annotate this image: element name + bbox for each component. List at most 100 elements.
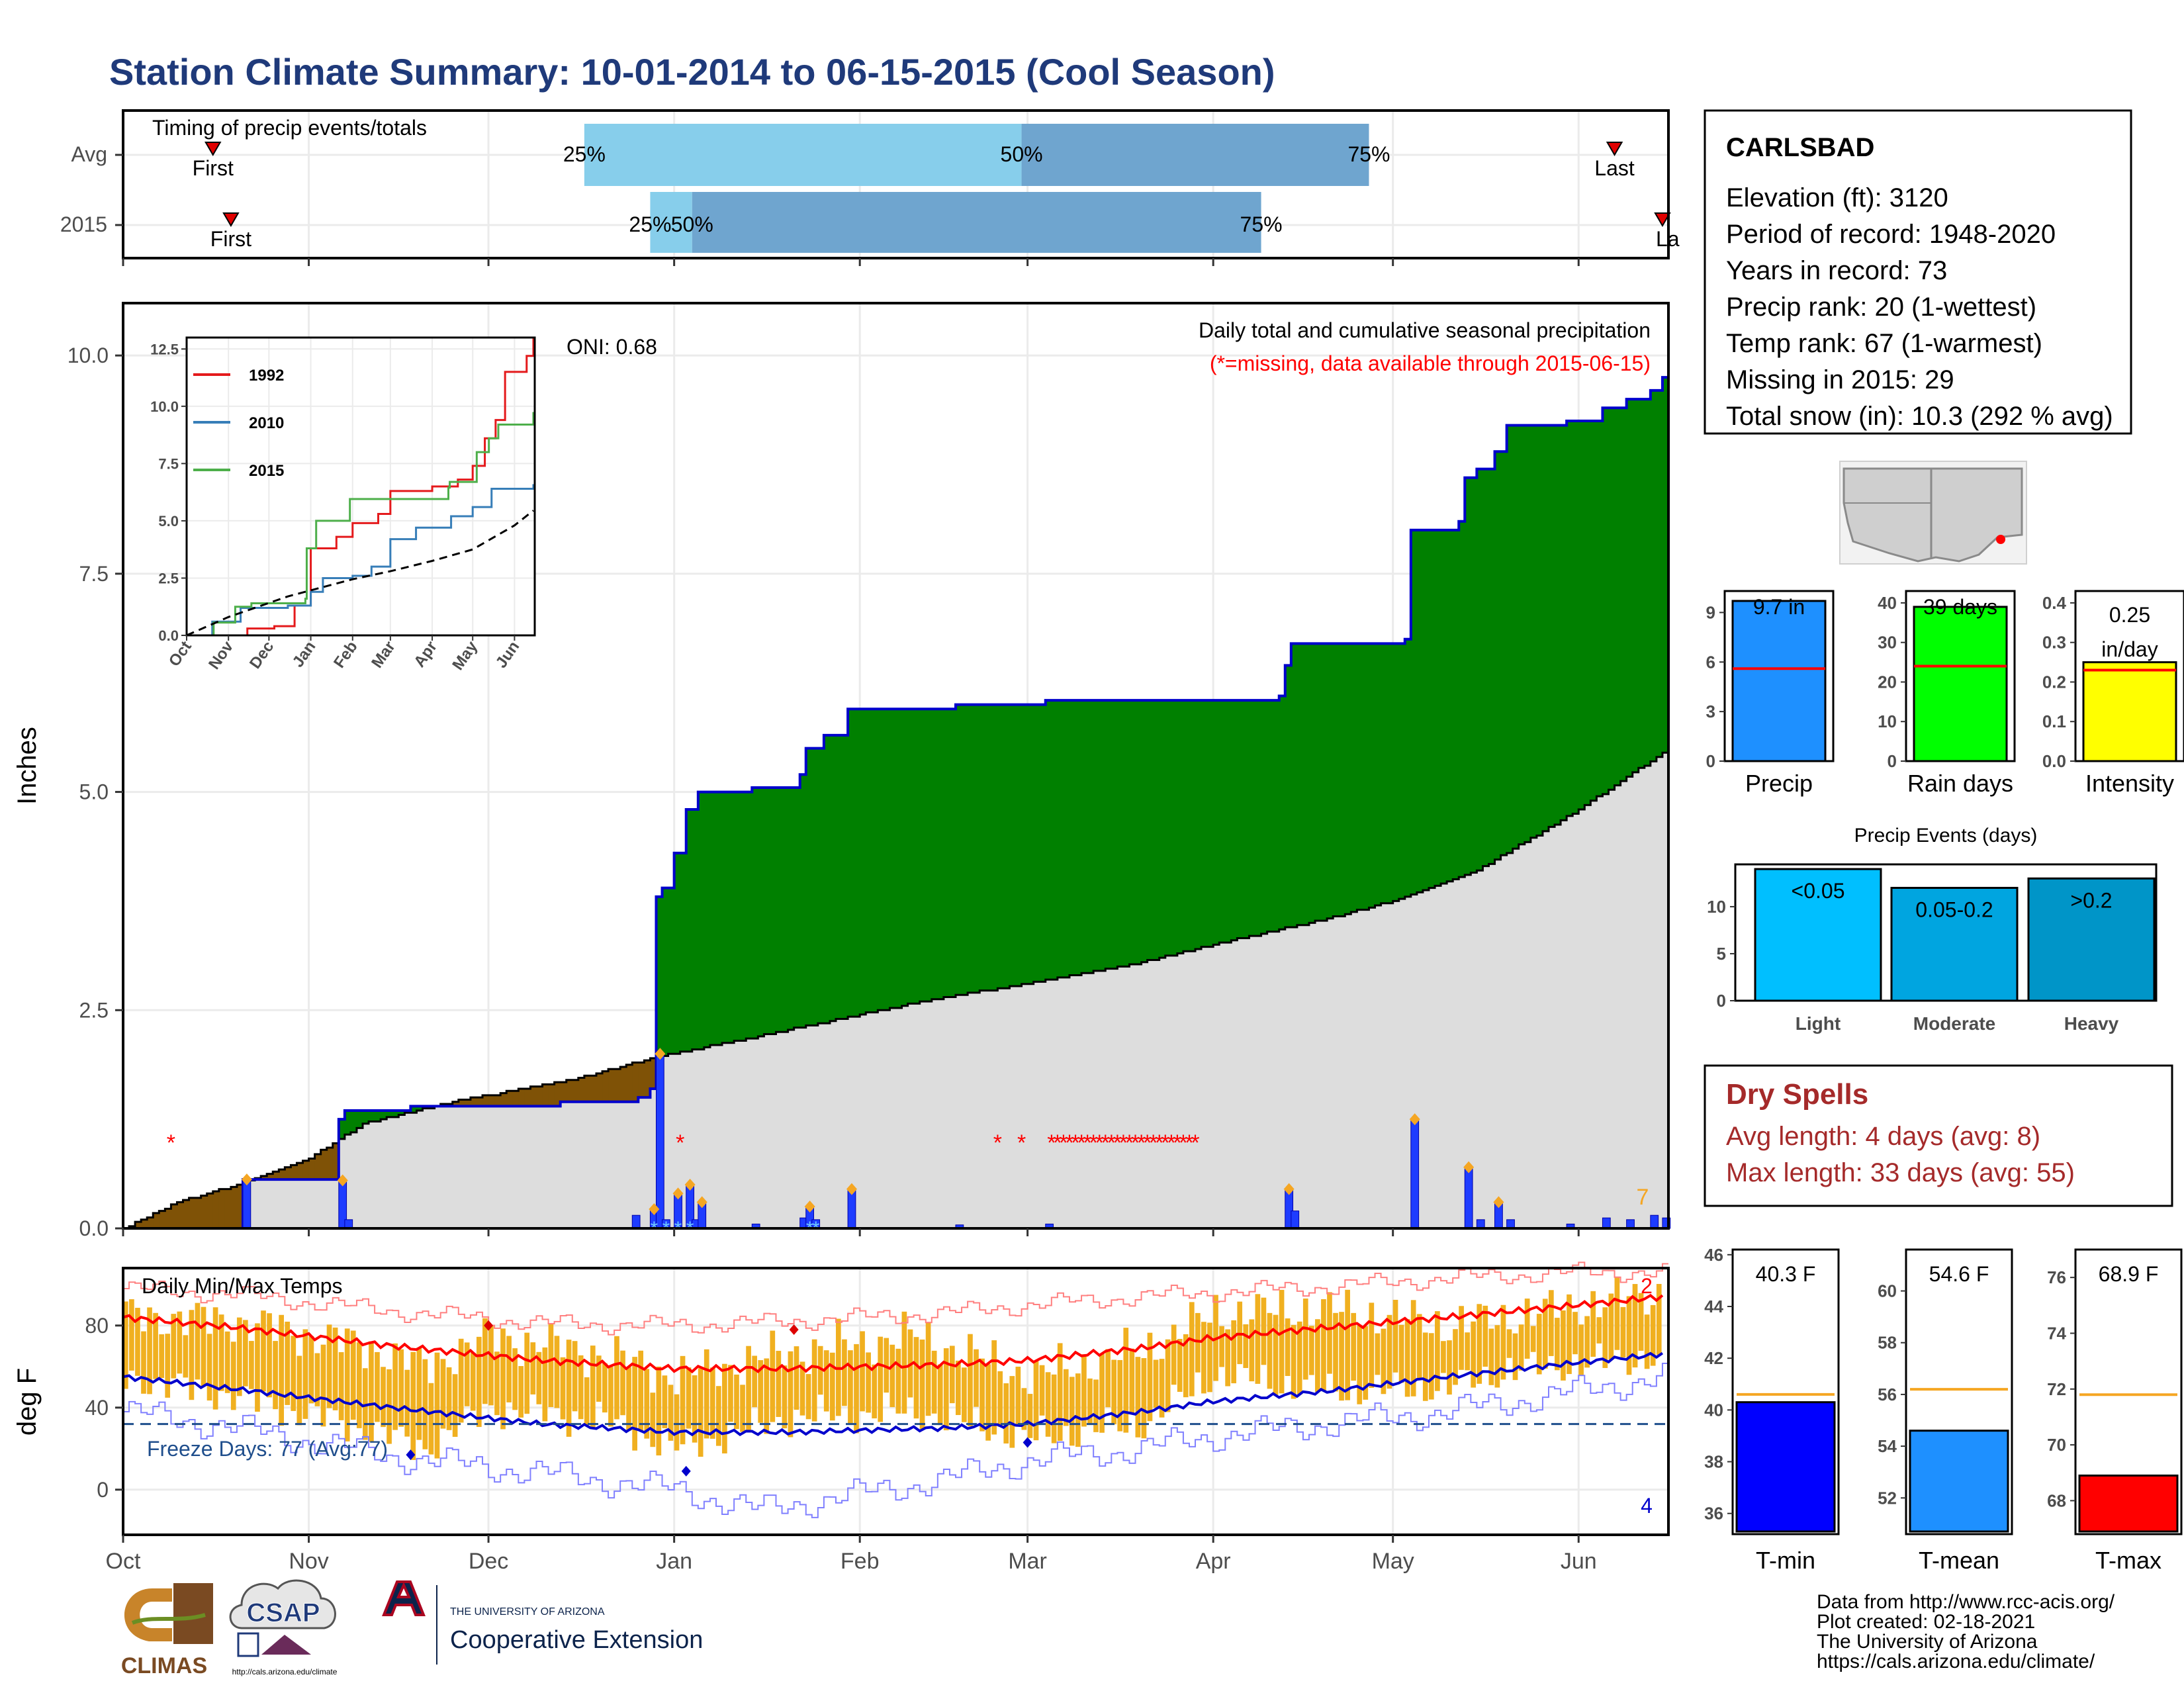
daily-temp-bar (1021, 1388, 1027, 1430)
deficit-segment (273, 1171, 279, 1180)
surplus-segment (829, 735, 837, 1021)
temp-summary-y-tick-label: 44 (1704, 1297, 1723, 1316)
summary-y-tick-label: 30 (1878, 633, 1897, 653)
summary-y-tick-label: 0.4 (2042, 593, 2067, 613)
daily-temp-bar (398, 1349, 404, 1427)
station-info-box: CARLSBAD Elevation (ft): 3120 Period of … (1704, 109, 2132, 435)
surplus-segment (956, 704, 962, 995)
deficit-segment (320, 1150, 328, 1180)
daily-temp-bar (937, 1364, 943, 1426)
surplus-segment (823, 735, 831, 1024)
missing-data-marker: * (1065, 1130, 1073, 1156)
missing-data-marker: * (1131, 1130, 1140, 1156)
daily-temp-bar (458, 1338, 464, 1423)
daily-temp-bar (1381, 1328, 1387, 1394)
temp-summary-y-tick-label: 54 (1878, 1436, 1897, 1456)
missing-data-marker: * (1095, 1130, 1104, 1156)
daily-temp-bar (1297, 1321, 1302, 1395)
surplus-segment (1183, 700, 1190, 952)
timing-bar-50-75 (1021, 124, 1369, 186)
daily-temp-bar (1578, 1324, 1584, 1375)
deficit-segment (614, 1069, 621, 1102)
temp-summary-y-tick-label: 46 (1704, 1245, 1723, 1265)
daily-temp-bar (1363, 1326, 1369, 1400)
surplus-segment (698, 792, 705, 1050)
csap-cloud (229, 1579, 336, 1629)
daily-temp-bar (488, 1326, 494, 1406)
surplus-segment (1638, 399, 1645, 768)
deficit-segment (542, 1084, 549, 1107)
surplus-segment (1117, 700, 1124, 967)
daily-temp-bar (291, 1336, 296, 1411)
daily-temp-bar (279, 1314, 285, 1426)
daily-temp-bar (1171, 1324, 1177, 1385)
deficit-segment (626, 1064, 633, 1102)
temp-bottom-count: 4 (1641, 1494, 1653, 1518)
daily-temp-bar (626, 1367, 631, 1431)
daily-temp-bar (590, 1346, 596, 1428)
surplus-segment (788, 787, 795, 1030)
daily-temp-bar (1398, 1324, 1404, 1383)
summary-value-label: 39 days (1923, 595, 1997, 619)
daily-temp-bar (1189, 1302, 1195, 1396)
surplus-segment (1422, 529, 1430, 890)
daily-temp-bar (1153, 1359, 1159, 1408)
daily-temp-bar (296, 1355, 302, 1426)
daily-temp-bar (1141, 1358, 1147, 1439)
timing-title: Timing of precip events/totals (152, 116, 427, 140)
surplus-segment (1542, 425, 1549, 831)
daily-temp-bar (644, 1369, 650, 1439)
surplus-segment (1129, 700, 1136, 965)
daily-temp-bar (314, 1353, 320, 1406)
surplus-segment (1477, 469, 1484, 871)
surplus-segment (1009, 704, 1017, 987)
daily-temp-bar (1428, 1333, 1434, 1400)
surplus-segment (1297, 643, 1304, 925)
daily-temp-bar (1159, 1359, 1165, 1418)
surplus-segment (1093, 700, 1100, 971)
daily-temp-bar (195, 1303, 201, 1380)
surplus-segment (1398, 643, 1406, 899)
daily-temp-bar (1387, 1314, 1392, 1389)
temp-summary-y-tick-label: 56 (1878, 1385, 1897, 1404)
daily-temp-bar (997, 1371, 1003, 1427)
daily-temp-bar (1051, 1374, 1057, 1443)
surplus-segment (1315, 643, 1322, 921)
inset-y-tick-label: 0.0 (158, 627, 179, 644)
surplus-segment (1453, 529, 1459, 880)
daily-temp-bar (1465, 1332, 1470, 1371)
surplus-segment (746, 792, 752, 1039)
daily-temp-bar (715, 1386, 721, 1446)
temp-summary-y-tick-label: 60 (1878, 1281, 1897, 1301)
daily-temp-bar (1369, 1303, 1375, 1388)
deficit-segment (285, 1167, 292, 1180)
temp-summary-bar-t-mean (1909, 1430, 2009, 1533)
daily-precip-bar (1650, 1214, 1659, 1229)
timing-bar-50-75 (692, 192, 1261, 253)
daily-temp-bar (788, 1351, 794, 1438)
daily-temp-bar (428, 1383, 434, 1455)
surplus-segment (901, 709, 909, 1006)
daily-temp-bar (758, 1360, 764, 1423)
summary-bar-label: Intensity (2085, 770, 2174, 797)
daily-temp-bar (332, 1327, 338, 1410)
surplus-segment (1435, 529, 1441, 886)
deficit-segment (470, 1097, 477, 1107)
temp-summary-bar-t-min (1735, 1401, 1836, 1533)
station-name: CARLSBAD (1726, 133, 1874, 162)
missing-data-marker: * (1113, 1130, 1122, 1156)
temp-summary-y-tick-label: 72 (2047, 1379, 2066, 1399)
inset-series-avg (186, 510, 534, 637)
climas-logo-mark (124, 1588, 172, 1641)
temp-panel-title: Daily Min/Max Temps (142, 1274, 342, 1298)
temp-panel: 0 40 80 deg F Daily Min/Max Temps Freeze D… (13, 1261, 1670, 1543)
daily-temp-bar (1518, 1324, 1524, 1371)
deficit-segment (476, 1097, 483, 1107)
daily-temp-bar (326, 1324, 332, 1408)
daily-temp-bar (872, 1364, 877, 1419)
daily-temp-bar (680, 1355, 686, 1445)
deficit-segment (608, 1069, 615, 1102)
daily-temp-bar (709, 1367, 715, 1439)
temp-summary-label: T-min (1756, 1547, 1815, 1574)
